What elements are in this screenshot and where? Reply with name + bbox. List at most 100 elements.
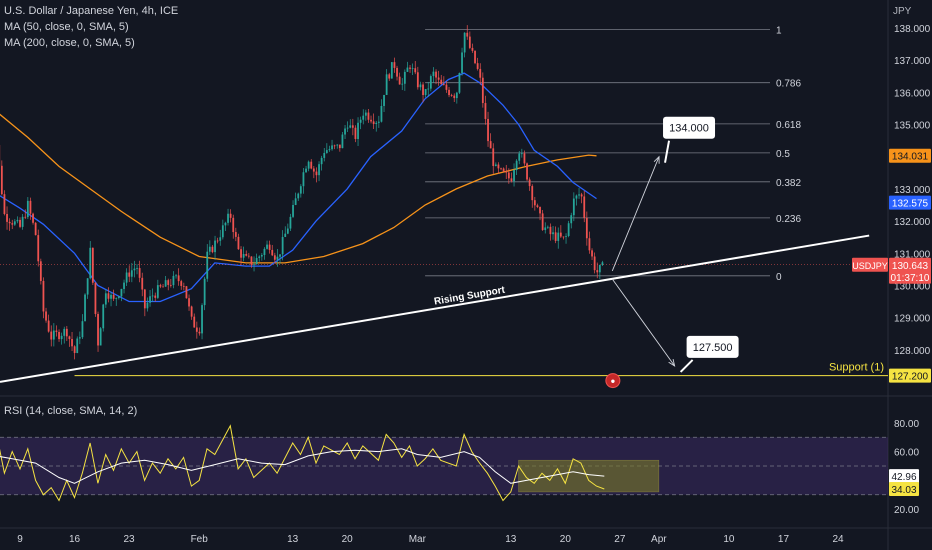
callout-text: 127.500: [693, 342, 733, 354]
candle-body: [541, 213, 544, 231]
time-axis[interactable]: 9 16 23 Feb 13 20 Mar 13 20 27 Apr 10 17 24: [17, 534, 844, 545]
candle-body: [151, 295, 154, 297]
callout-pointer: [664, 140, 671, 163]
rsi-legend[interactable]: RSI (14, close, SMA, 14, 2): [4, 405, 138, 417]
candle-body: [305, 168, 307, 173]
candle-body: [518, 153, 521, 161]
price-tick-label: 133.000: [894, 185, 931, 196]
candle-body: [552, 232, 554, 235]
candle-body: [489, 141, 492, 149]
candle-body: [120, 288, 123, 297]
time-tick-label: 13: [287, 534, 299, 545]
candle-body: [429, 76, 432, 89]
candle-body: [336, 144, 339, 146]
price-tick-label: 136.000: [894, 88, 931, 99]
candle-body: [437, 77, 440, 80]
candle-body: [281, 236, 284, 255]
candle-body: [354, 127, 357, 139]
candle-body: [268, 244, 271, 250]
candle-body: [588, 238, 591, 251]
ma200-path: [0, 113, 597, 264]
candle-body: [565, 236, 567, 237]
time-tick-label: 20: [342, 534, 354, 545]
candle-body: [3, 194, 6, 214]
candle-body: [559, 232, 562, 237]
time-tick-label: 17: [778, 534, 790, 545]
candle-body: [557, 232, 560, 241]
candle-body: [266, 244, 268, 249]
ma200-legend[interactable]: MA (200, close, 0, SMA, 5): [4, 37, 135, 49]
candle-body: [526, 163, 528, 180]
fib-level-label: 1: [776, 26, 782, 37]
candle-body: [578, 194, 580, 196]
candle-body: [143, 289, 146, 309]
candle-body: [271, 249, 274, 256]
candle-body: [94, 282, 97, 314]
candle-body: [393, 62, 396, 68]
candle-body: [247, 255, 250, 257]
candle-body: [533, 200, 536, 206]
candle-body: [481, 77, 484, 104]
rising-support-label: Rising Support: [433, 285, 506, 308]
price-axis[interactable]: 138.000137.000136.000135.000134.000133.0…: [852, 24, 931, 516]
time-tick-label: 20: [560, 534, 572, 545]
candle-body: [34, 222, 37, 236]
time-tick-label: 13: [505, 534, 517, 545]
ma50-path: [0, 72, 597, 303]
candle-body: [432, 71, 435, 77]
ma200-line: [0, 113, 597, 264]
rsi-tick-label: 20.00: [894, 505, 919, 516]
candle-body: [190, 306, 193, 317]
time-tick-label: 10: [723, 534, 735, 545]
candle-body: [89, 247, 92, 279]
candle-body: [42, 280, 45, 312]
rising-support-trendline: [0, 234, 870, 383]
candle-body: [471, 47, 474, 51]
candle-body: [372, 121, 375, 124]
candle-body: [320, 157, 323, 165]
price-label-text: 130.643: [892, 261, 929, 272]
drawings: Support (1) Rising Support 134.000 127.500 ●: [0, 116, 888, 389]
candle-body: [149, 296, 151, 303]
candle-body: [380, 105, 383, 122]
candle-body: [258, 256, 261, 259]
candle-body: [505, 171, 508, 173]
callout-text: 134.000: [669, 123, 709, 135]
candle-body: [279, 254, 281, 257]
candle-body: [468, 36, 471, 48]
candle-body: [237, 236, 240, 250]
candles: [0, 25, 604, 360]
candle-body: [253, 264, 255, 266]
candle-body: [0, 165, 3, 195]
rsi-value-text: 34.03: [891, 485, 916, 496]
candle-body: [99, 328, 102, 346]
candle-body: [331, 145, 333, 150]
projection-arrow: [611, 156, 660, 272]
candle-body: [211, 246, 214, 253]
callout-box: [663, 116, 716, 139]
ma50-legend[interactable]: MA (50, close, 0, SMA, 5): [4, 21, 129, 33]
candle-body: [201, 305, 203, 334]
arrow-head: [668, 358, 676, 367]
candle-body: [411, 68, 414, 70]
candle-body: [128, 272, 131, 277]
candle-body: [169, 284, 172, 286]
time-tick-label: 24: [832, 534, 844, 545]
rsi-line: [0, 424, 605, 502]
candle-body: [440, 79, 443, 85]
candle-body: [513, 170, 515, 182]
candle-body: [65, 328, 68, 337]
candle-body: [494, 164, 497, 166]
candle-body: [123, 282, 125, 289]
candle-body: [156, 285, 159, 298]
candle-body: [289, 216, 292, 229]
candle-body: [52, 330, 55, 340]
candle-body: [284, 233, 287, 237]
currency-label: JPY: [893, 6, 912, 17]
candle-body: [26, 200, 29, 218]
candle-body: [591, 250, 593, 257]
candle-body: [375, 122, 378, 124]
candle-body: [383, 94, 385, 106]
candle-body: [357, 122, 359, 139]
